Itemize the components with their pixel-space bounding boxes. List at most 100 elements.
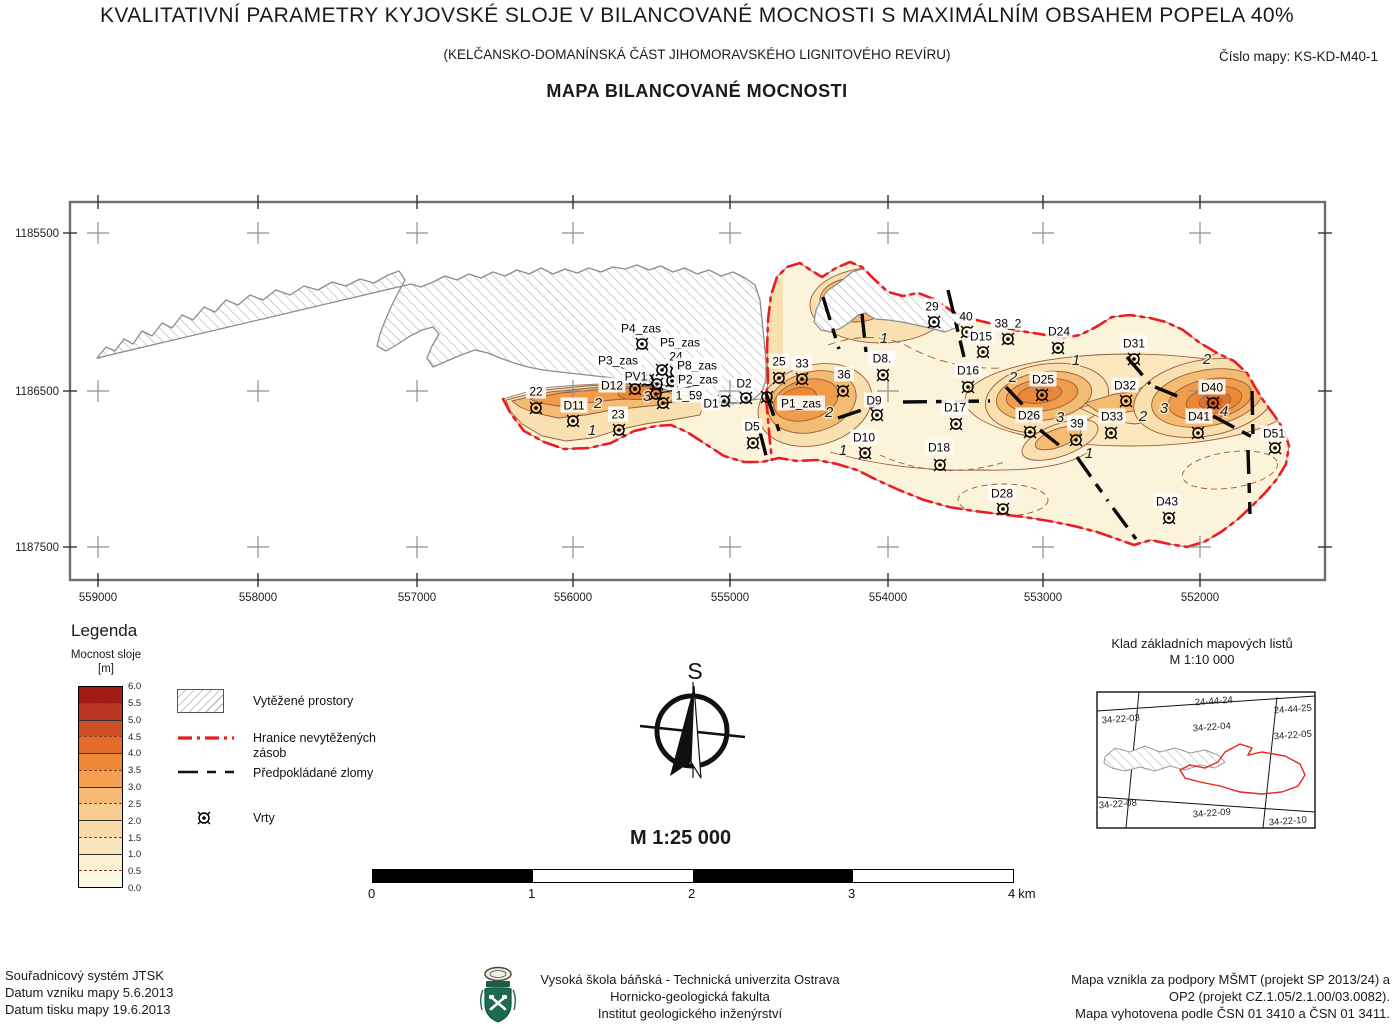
contour-value-label: 4 xyxy=(1220,403,1228,420)
borehole-label: P5_zas xyxy=(660,336,700,350)
legend-fault-swatch xyxy=(178,770,234,774)
map-title: MAPA BILANCOVANÉ MOCNOSTI xyxy=(546,81,848,101)
inset-subtitle-text: M 1:10 000 xyxy=(1169,652,1235,667)
sheet-label: 34-22-09 xyxy=(1192,807,1231,821)
compass-rose-icon: S xyxy=(639,658,746,779)
support-note-line1: Mapa vznikla za podpory MŠMT (projekt SP… xyxy=(1071,972,1390,987)
footer-center: Vysoká škola báňská - Technická univerzi… xyxy=(520,971,860,1022)
inset-title-text: Klad základních mapových listů xyxy=(1111,636,1293,651)
x-axis-label: 554000 xyxy=(869,592,907,604)
borehole-label-box xyxy=(673,357,721,373)
legend-mined-swatch xyxy=(177,689,224,713)
borehole-label-box xyxy=(922,298,942,314)
thickness-color-scale xyxy=(78,686,123,888)
legend-boundary-swatch xyxy=(178,736,234,740)
scale-band xyxy=(79,786,122,804)
borehole-label: 39 xyxy=(1070,417,1084,431)
contour-value-label: 2 xyxy=(1202,351,1212,368)
borehole-label-box xyxy=(560,397,588,413)
x-axis-label: 559000 xyxy=(79,592,117,604)
scale-band xyxy=(79,687,122,703)
sheet-label: 34-22-10 xyxy=(1268,815,1307,829)
inset-title: Klad základních mapových listů M 1:10 00… xyxy=(1082,636,1322,668)
borehole-label-box xyxy=(526,383,546,399)
borehole-label: D32 xyxy=(1114,379,1136,393)
scale-band xyxy=(79,719,122,737)
borehole-label: D16 xyxy=(957,364,979,378)
borehole-label-box xyxy=(1045,323,1073,339)
fault-line xyxy=(1038,428,1066,451)
borehole-label-box xyxy=(792,355,812,371)
borehole-label: 22 xyxy=(529,385,543,399)
university-logo xyxy=(479,966,517,1023)
sheet-label: 34-22-03 xyxy=(1101,713,1140,727)
borehole-label-box xyxy=(868,350,896,366)
scale-band xyxy=(79,853,122,871)
y-axis-label: 1187500 xyxy=(15,542,59,554)
borehole-label-box xyxy=(656,334,704,350)
institute-name: Institut geologického inženýrství xyxy=(597,1006,783,1021)
inset-reserve-outline xyxy=(1178,743,1306,795)
borehole-label-box xyxy=(1067,415,1087,431)
fault-line xyxy=(1154,385,1183,400)
borehole-label-box xyxy=(598,377,626,393)
borehole-label-box xyxy=(1198,379,1226,395)
scale-band xyxy=(79,736,122,753)
contour-value-label: 3 xyxy=(1056,409,1065,426)
borehole-label-box xyxy=(941,399,969,415)
borehole-label: D41 xyxy=(1188,410,1210,424)
mined-out-areas xyxy=(96,264,963,404)
contour-value-label: 3 xyxy=(1160,400,1169,417)
scale-band xyxy=(79,803,122,820)
map-scale-text: M 1:25 000 xyxy=(630,827,732,849)
scale-bar-segment xyxy=(693,870,853,882)
borehole-label: P8_zas xyxy=(677,359,717,373)
legend-heading: Legenda xyxy=(71,621,138,640)
x-axis-label: 557000 xyxy=(398,592,436,604)
legend-item-boreholes: Vrty xyxy=(253,811,275,825)
x-axis-label: 555000 xyxy=(711,592,749,604)
page-subtitle: (KELČANSKO-DOMANÍNSKÁ ČÁST JIHOMORAVSKÉH… xyxy=(443,47,951,62)
y-axis-label: 1185500 xyxy=(15,228,59,240)
x-axis-label: 552000 xyxy=(1181,592,1219,604)
scale-value-label: 0.5 xyxy=(128,866,142,878)
legend-scale-title: Mocnost sloje [m] xyxy=(56,648,156,676)
borehole-label-box xyxy=(742,418,762,434)
borehole-label-box xyxy=(967,328,995,344)
borehole-label: 29 xyxy=(925,300,939,314)
contour-value-label: 2 xyxy=(593,395,603,412)
borehole-label-box xyxy=(622,368,650,384)
contour-value-label: 3 xyxy=(643,388,652,405)
scale-value-label: 3.5 xyxy=(128,765,142,777)
borehole-label-box xyxy=(701,395,721,411)
contour-value-label: 1 xyxy=(839,442,847,459)
borehole-label-box xyxy=(991,315,1025,331)
scale-value-label: 1.0 xyxy=(128,849,142,861)
borehole-label-box xyxy=(1098,408,1126,424)
scale-value-label: 1.5 xyxy=(128,832,142,844)
footer-right: Mapa vznikla za podpory MŠMT (projekt SP… xyxy=(930,971,1390,1022)
reserve-boundary-line xyxy=(501,260,1291,549)
sheet-label: 24-44-25 xyxy=(1273,703,1312,717)
scale-band xyxy=(79,870,122,887)
borehole-label-box xyxy=(1153,493,1181,509)
borehole-label-box xyxy=(850,429,878,445)
x-axis-label: 553000 xyxy=(1024,592,1062,604)
fault-line xyxy=(1111,506,1138,541)
borehole-label-box xyxy=(777,395,825,411)
borehole-label: D26 xyxy=(1018,409,1040,423)
scale-value-label: 6.0 xyxy=(128,681,142,692)
borehole-label: 38_2 xyxy=(995,317,1022,331)
compass-north-label: S xyxy=(687,658,702,684)
borehole-label: D15 xyxy=(970,330,992,344)
borehole-label: 1_59 xyxy=(676,389,703,403)
fault-line xyxy=(1212,414,1255,440)
borehole-label: D40 xyxy=(1201,381,1223,395)
borehole-label: D33 xyxy=(1101,410,1123,424)
map-axes: 559000 558000 557000 556000 555000 554000 5530… xyxy=(15,195,1332,604)
contour-value-label: 1 xyxy=(588,422,596,439)
borehole-label: D17 xyxy=(944,401,966,415)
borehole-label-box xyxy=(954,362,982,378)
scale-band xyxy=(79,769,122,787)
